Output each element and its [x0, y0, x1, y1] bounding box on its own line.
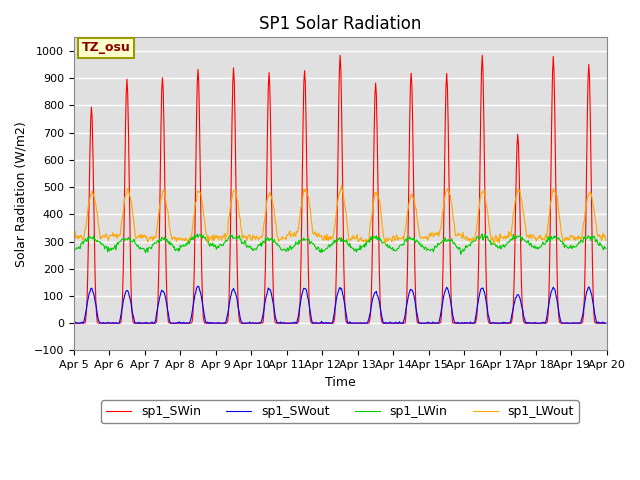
sp1_LWout [134, 233, 142, 239]
sp1_LWin [188, 234, 196, 240]
sp1_LWout [216, 233, 224, 239]
Legend: sp1_SWin, sp1_SWout, sp1_LWin, sp1_LWout: sp1_SWin, sp1_SWout, sp1_LWin, sp1_LWout [101, 400, 579, 423]
Text: TZ_osu: TZ_osu [82, 41, 131, 54]
Y-axis label: Solar Radiation (W/m2): Solar Radiation (W/m2) [15, 121, 28, 267]
sp1_LWin [602, 245, 610, 251]
sp1_SWin [478, 52, 486, 58]
sp1_SWin [70, 320, 77, 326]
sp1_LWin [420, 246, 428, 252]
sp1_LWout [490, 241, 498, 247]
Line: sp1_LWout: sp1_LWout [74, 185, 606, 244]
sp1_LWout [338, 182, 346, 188]
Line: sp1_SWin: sp1_SWin [74, 55, 606, 323]
Line: sp1_LWin: sp1_LWin [74, 234, 606, 254]
sp1_LWout [405, 201, 413, 206]
sp1_SWout [406, 289, 413, 295]
sp1_SWin [134, 320, 142, 326]
sp1_SWout [80, 318, 88, 324]
sp1_LWout [602, 237, 610, 243]
sp1_SWin [404, 222, 412, 228]
sp1_SWin [216, 320, 224, 326]
sp1_LWout [79, 237, 87, 243]
sp1_LWin [193, 231, 201, 237]
X-axis label: Time: Time [324, 376, 355, 389]
sp1_LWout [420, 234, 428, 240]
sp1_SWout [195, 284, 203, 289]
sp1_SWout [218, 320, 225, 326]
sp1_SWout [70, 320, 78, 326]
sp1_LWin [217, 241, 225, 247]
sp1_LWin [457, 252, 465, 257]
sp1_LWin [134, 242, 142, 248]
Line: sp1_SWout: sp1_SWout [74, 287, 606, 323]
sp1_LWin [70, 247, 77, 252]
sp1_LWin [405, 236, 413, 241]
sp1_SWout [189, 305, 196, 311]
sp1_SWout [135, 319, 143, 325]
sp1_SWin [602, 320, 610, 326]
sp1_SWin [79, 320, 87, 326]
sp1_LWout [70, 233, 77, 239]
Title: SP1 Solar Radiation: SP1 Solar Radiation [259, 15, 421, 33]
sp1_SWout [70, 320, 77, 325]
sp1_SWin [188, 319, 196, 325]
sp1_LWin [79, 241, 87, 247]
sp1_SWin [420, 320, 428, 326]
sp1_SWout [602, 320, 610, 326]
sp1_SWout [421, 320, 429, 326]
sp1_LWout [188, 229, 196, 235]
